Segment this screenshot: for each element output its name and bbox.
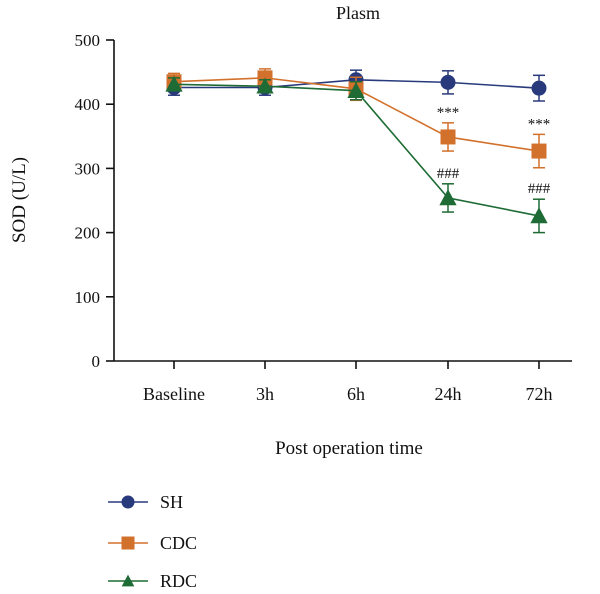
y-tick-label: 200 [75,224,101,243]
chart-title: Plasm [336,3,380,23]
data-point-sh [531,80,547,96]
series-rdc: ### ### [165,75,551,234]
y-axis-label: SOD (U/L) [9,157,30,243]
y-tick-label: 300 [75,159,101,178]
legend-label: SH [160,492,183,512]
data-point-rdc [347,82,365,99]
data-point-rdc [439,189,457,206]
data-point-rdc [165,75,183,92]
y-tick-label: 100 [75,288,101,307]
x-tick-label: 72h [526,384,553,404]
series-cdc: *** *** [166,68,551,169]
legend: SH CDC RDC [108,492,197,591]
legend-label: RDC [160,571,197,591]
legend-item-sh: SH [108,492,183,512]
y-tick-label: 400 [75,95,101,114]
legend-item-cdc: CDC [108,533,197,553]
legend-marker [121,574,135,587]
legend-marker [121,495,135,509]
y-axis: 0 100 200 300 400 500 [75,31,115,371]
x-axis-label: Post operation time [275,438,423,459]
x-tick-label: Baseline [143,384,205,404]
significance-label: ### [437,166,460,182]
series-line-rdc [173,83,540,217]
y-tick-label: 500 [75,31,101,50]
series-layer: *** *** ### ### [165,68,551,234]
y-tick-label: 0 [92,352,101,371]
x-tick-label: 6h [347,384,365,404]
data-point-cdc [440,129,456,145]
legend-marker [121,536,135,550]
x-axis: Baseline 3h 6h 24h 72h [114,360,572,404]
data-point-rdc [530,207,548,224]
legend-label: CDC [160,533,197,553]
significance-label: *** [528,116,551,132]
data-point-cdc [531,143,547,159]
data-point-rdc [256,77,274,94]
x-tick-label: 24h [435,384,462,404]
legend-item-rdc: RDC [108,571,197,591]
data-point-sh [440,74,456,90]
significance-label: ### [528,181,551,197]
x-tick-label: 3h [256,384,274,404]
significance-label: *** [437,105,460,121]
